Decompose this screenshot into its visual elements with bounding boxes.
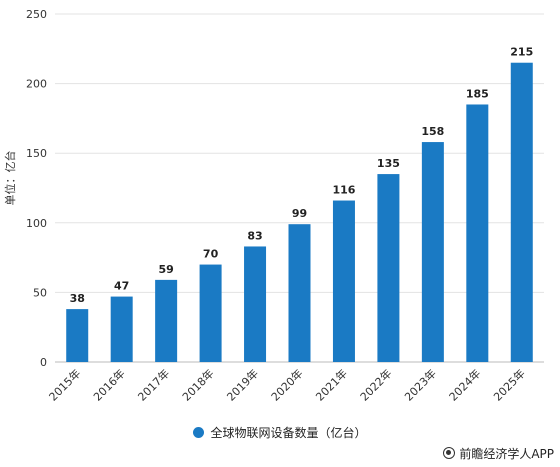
x-tick-label: 2015年 <box>46 366 83 403</box>
data-label: 70 <box>203 248 219 261</box>
legend: 全球物联网设备数量（亿台） <box>0 424 560 441</box>
y-axis-label: 单位：亿台 <box>3 151 17 206</box>
brand-logo-icon <box>443 447 456 459</box>
y-tick-label: 250 <box>26 8 47 21</box>
y-tick-label: 150 <box>26 147 47 160</box>
x-tick-label: 2021年 <box>313 366 350 403</box>
bar-chart: 0 50 100 150 200 250 38 2015年 47 2016年 59 2017年 70 20… <box>3 8 544 404</box>
bar <box>466 104 489 362</box>
source-text: 前瞻经济学人APP <box>459 447 554 461</box>
y-tick-label: 200 <box>26 78 47 91</box>
source-credit: 前瞻经济学人APP <box>443 445 554 462</box>
bar <box>110 296 133 362</box>
x-tick-label: 2022年 <box>357 366 394 403</box>
data-label: 59 <box>158 263 173 276</box>
x-tick-label: 2019年 <box>224 366 261 403</box>
bar <box>199 264 222 362</box>
data-label: 185 <box>466 87 489 100</box>
x-tick-label: 2023年 <box>402 366 439 403</box>
data-label: 215 <box>510 46 533 59</box>
data-label: 47 <box>114 280 129 293</box>
bar <box>288 224 311 362</box>
bar <box>155 279 178 362</box>
bar <box>66 309 89 362</box>
bar <box>377 174 400 362</box>
labels: 0 50 100 150 200 250 38 2015年 47 2016年 59 2017年 70 20… <box>26 8 533 404</box>
data-label: 135 <box>377 157 400 170</box>
x-tick-label: 2025年 <box>490 366 527 403</box>
bar <box>332 200 355 362</box>
x-tick-label: 2016年 <box>90 366 127 403</box>
data-label: 158 <box>421 125 444 138</box>
bars <box>66 62 533 362</box>
x-tick-label: 2018年 <box>179 366 216 403</box>
bar <box>510 62 533 362</box>
bar <box>421 142 444 362</box>
legend-marker <box>193 427 205 438</box>
data-label: 99 <box>292 207 307 220</box>
data-label: 116 <box>332 184 355 197</box>
data-label: 83 <box>247 229 262 242</box>
x-tick-label: 2017年 <box>135 366 172 403</box>
x-tick-label: 2024年 <box>446 366 483 403</box>
data-label: 38 <box>70 292 85 305</box>
x-tick-label: 2020年 <box>268 366 305 403</box>
gridlines <box>55 13 544 363</box>
bar <box>244 246 267 362</box>
y-tick-label: 0 <box>40 356 47 369</box>
y-tick-label: 100 <box>26 217 47 230</box>
legend-label: 全球物联网设备数量（亿台） <box>210 426 367 440</box>
y-tick-label: 50 <box>33 286 47 299</box>
